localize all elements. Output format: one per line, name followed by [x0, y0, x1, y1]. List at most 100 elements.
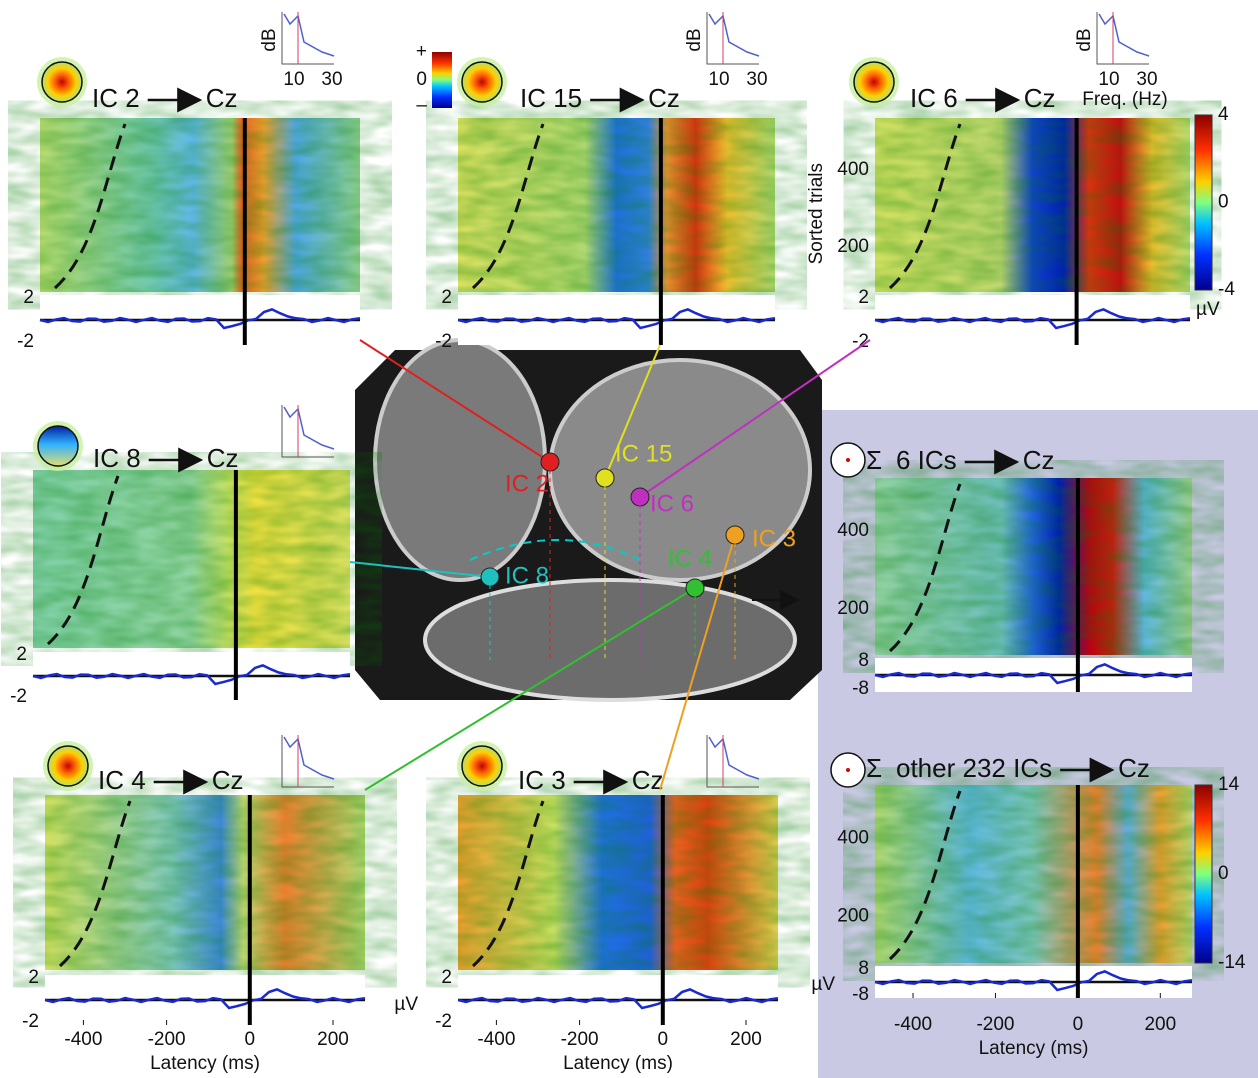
latency-tick: 200	[730, 1029, 762, 1050]
erp-noise	[45, 795, 365, 970]
erp-tick: -2	[22, 1011, 39, 1032]
head-map	[38, 426, 78, 466]
panel-title: IC 4	[98, 765, 146, 795]
panel-title: IC 8	[93, 443, 141, 473]
dipole-label: IC 15	[615, 440, 672, 467]
erp-unit: µV	[1196, 299, 1220, 320]
panel-target: Cz	[206, 83, 238, 113]
spectrum-axes	[707, 735, 759, 787]
spectrum-tick: 10	[283, 69, 304, 90]
erp-tick: 2	[441, 967, 452, 988]
head-map	[48, 746, 88, 786]
colorbar-tick: -14	[1218, 952, 1246, 973]
colorbar	[1195, 115, 1212, 290]
panel-title: IC 15	[520, 83, 582, 113]
latency-tick: 0	[658, 1029, 669, 1050]
erp-noise	[875, 478, 1192, 655]
erp-unit: µV	[811, 974, 835, 995]
spectrum-axes	[282, 735, 334, 787]
panel-target: Cz	[632, 765, 664, 795]
figure: 2-2IC 2CzdB10302-2IC 15CzdB10302-2IC 6Cz…	[0, 0, 1258, 1078]
sum-symbol: Σ	[866, 753, 882, 783]
erp-noise	[875, 785, 1192, 963]
trial-tick: 400	[837, 520, 869, 541]
trial-label: Sorted trials	[806, 163, 827, 264]
dipole-label: IC 8	[505, 562, 549, 589]
spectrum-axes	[1097, 12, 1149, 64]
colorbar-tick: -4	[1218, 279, 1235, 300]
erp-tick: 8	[858, 958, 869, 979]
latency-tick: -400	[477, 1029, 515, 1050]
erp-tick: -2	[17, 331, 34, 352]
panel-title: IC 3	[518, 765, 566, 795]
latency-label: Latency (ms)	[563, 1053, 673, 1074]
panel-title: IC 6	[910, 83, 958, 113]
erp-tick: -8	[852, 984, 869, 1005]
colorbar	[1195, 785, 1212, 963]
spectrum-tick: 10	[708, 69, 729, 90]
latency-tick: -400	[894, 1014, 932, 1035]
colorbar-tick: 0	[1218, 192, 1229, 213]
spectrum-curve	[284, 737, 334, 779]
erp-tick: -8	[852, 678, 869, 699]
dipole-label: IC 6	[650, 490, 694, 517]
latency-tick: -200	[148, 1029, 186, 1050]
latency-label: Latency (ms)	[979, 1038, 1089, 1059]
colorbar-tick: 4	[1218, 104, 1229, 125]
spectrum-curve	[1099, 14, 1149, 56]
panel-target: Cz	[212, 765, 244, 795]
colorbar-key-label: +	[416, 41, 427, 62]
spectrum-curve	[284, 407, 334, 449]
panel: 2 -2 IC 3 Cz µV -400 -200 0 200 Latency (ms)	[394, 735, 778, 1074]
erp-tick: -2	[435, 331, 452, 352]
trial-tick: 400	[837, 159, 869, 180]
erp-noise	[458, 118, 775, 292]
latency-tick: 200	[1144, 1014, 1176, 1035]
panel-title: 6 ICs	[896, 445, 957, 475]
latency-tick: -200	[561, 1029, 599, 1050]
panel-title: IC 2	[92, 83, 140, 113]
spectrum-axes	[282, 12, 334, 64]
spectrum-axes	[282, 405, 334, 457]
latency-tick: -200	[976, 1014, 1014, 1035]
erp-tick: -2	[435, 1011, 452, 1032]
latency-label: Latency (ms)	[150, 1053, 260, 1074]
erp-noise	[458, 795, 778, 970]
erp-unit: µV	[394, 994, 418, 1015]
panel-target: Cz	[1023, 445, 1055, 475]
panel-target: Cz	[1118, 753, 1150, 783]
latency-tick: 0	[1073, 1014, 1084, 1035]
colorbar-key-label: –	[416, 95, 427, 116]
dipole-label: IC 3	[752, 525, 796, 552]
spectrum-tick: 10	[1098, 69, 1119, 90]
dipole-label: IC 2	[505, 470, 549, 497]
brain	[355, 340, 822, 700]
erp-tick: 2	[28, 967, 39, 988]
spectrum-curve	[709, 737, 759, 779]
spectrum-curve	[709, 14, 759, 56]
erp-tick: -2	[10, 686, 27, 707]
erp-noise	[875, 118, 1190, 292]
spectrum-unit: dB	[1074, 28, 1095, 51]
trial-tick: 400	[837, 827, 869, 848]
head-map	[854, 62, 894, 102]
head-map	[42, 62, 82, 102]
spectrum-curve	[284, 14, 334, 56]
spectrum-unit: dB	[259, 28, 280, 51]
spectrum-tick: 30	[321, 69, 342, 90]
colorbar-key-label: 0	[416, 69, 427, 90]
panel-target: Cz	[1024, 83, 1056, 113]
colorbar-tick: 14	[1218, 774, 1240, 795]
spectrum-tick: 30	[746, 69, 767, 90]
panel-target: Cz	[648, 83, 680, 113]
panel-title: other 232 ICs	[896, 753, 1052, 783]
trial-tick: 200	[837, 906, 869, 927]
spectrum-axis-label: Freq. (Hz)	[1082, 89, 1168, 110]
latency-tick: 0	[245, 1029, 256, 1050]
dipole-label: IC 4	[668, 545, 712, 572]
